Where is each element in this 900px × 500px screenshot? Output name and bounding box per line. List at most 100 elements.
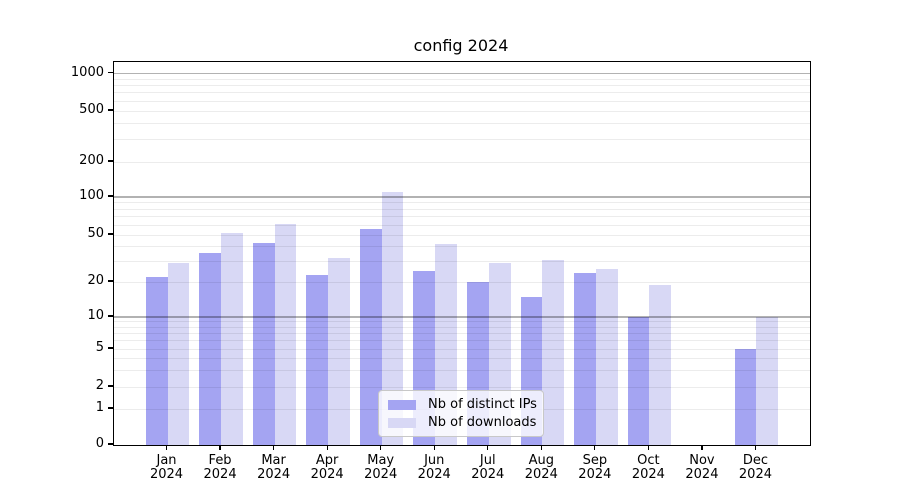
bar-nb-of-distinct-ips-may-2024 <box>359 228 382 445</box>
legend-label-distinct-ips: Nb of distinct IPs <box>428 397 537 412</box>
gridline-minor-8 <box>114 326 810 328</box>
gridline-minor-4 <box>114 357 810 359</box>
x-tick-mark-feb-2024 <box>219 445 221 450</box>
gridline-minor-300 <box>114 138 810 140</box>
gridline-major-100 <box>114 196 810 198</box>
gridline-minor-3 <box>114 369 810 371</box>
x-tick-mark-jul-2024 <box>487 445 489 450</box>
x-tick-mark-dec-2024 <box>754 445 757 450</box>
bar-nb-of-distinct-ips-jan-2024 <box>145 277 168 445</box>
gridline-minor-800 <box>114 85 810 87</box>
gridline-minor-700 <box>114 92 810 94</box>
x-tick-label-jun-2024: Jun 2024 <box>417 453 451 482</box>
x-tick-mark-may-2024 <box>380 445 382 450</box>
y-tick-mark-20 <box>108 280 113 282</box>
plot-area <box>113 61 811 446</box>
x-tick-label-oct-2024: Oct 2024 <box>631 453 665 482</box>
y-tick-label-50: 50 <box>87 226 104 241</box>
x-tick-mark-apr-2024 <box>326 445 328 450</box>
gridline-minor-5 <box>114 348 810 350</box>
bar-nb-of-downloads-may-2024 <box>381 192 404 445</box>
gridline-minor-900 <box>114 78 810 80</box>
y-tick-label-5: 5 <box>95 340 104 355</box>
y-tick-mark-200 <box>108 160 113 162</box>
x-tick-label-nov-2024: Nov 2024 <box>685 453 719 482</box>
bar-nb-of-downloads-oct-2024 <box>649 284 672 445</box>
bar-nb-of-distinct-ips-dec-2024 <box>734 349 757 445</box>
y-tick-mark-100 <box>108 195 113 197</box>
gridline-major-10 <box>114 316 810 318</box>
x-tick-mark-oct-2024 <box>647 445 649 450</box>
y-tick-mark-2 <box>108 385 113 387</box>
chart-title: config 2024 <box>413 36 509 55</box>
gridline-minor-7 <box>114 332 810 334</box>
x-tick-mark-aug-2024 <box>540 445 542 450</box>
gridline-minor-400 <box>114 122 810 124</box>
y-tick-mark-1000 <box>108 71 113 74</box>
gridline-minor-600 <box>114 100 810 102</box>
gridline-minor-30 <box>114 260 810 262</box>
gridline-major-1000 <box>114 72 810 75</box>
bar-nb-of-downloads-apr-2024 <box>328 257 350 445</box>
y-tick-mark-50 <box>108 233 113 235</box>
legend-swatch-distinct-ips <box>388 399 416 410</box>
gridline-minor-200 <box>114 161 810 163</box>
bar-nb-of-distinct-ips-sep-2024 <box>574 272 596 445</box>
x-tick-label-sep-2024: Sep 2024 <box>578 453 612 482</box>
bar-nb-of-downloads-mar-2024 <box>274 224 297 445</box>
x-tick-label-apr-2024: Apr 2024 <box>310 453 344 482</box>
x-tick-label-dec-2024: Dec 2024 <box>738 453 772 482</box>
bar-nb-of-downloads-jan-2024 <box>167 262 190 445</box>
bar-nb-of-distinct-ips-oct-2024 <box>627 317 650 445</box>
y-tick-mark-500 <box>108 109 113 111</box>
bar-nb-of-downloads-feb-2024 <box>221 232 243 445</box>
y-tick-label-1000: 1000 <box>70 64 104 80</box>
x-tick-mark-jan-2024 <box>165 445 168 450</box>
gridline-minor-50 <box>114 234 810 236</box>
x-tick-label-aug-2024: Aug 2024 <box>524 453 558 482</box>
gridline-minor-6 <box>114 340 810 342</box>
y-tick-label-100: 100 <box>79 188 104 203</box>
legend-item-downloads: Nb of downloads <box>388 415 537 430</box>
y-tick-label-20: 20 <box>87 273 104 288</box>
y-tick-mark-1 <box>108 407 113 409</box>
bar-nb-of-distinct-ips-apr-2024 <box>306 274 329 445</box>
x-tick-label-jan-2024: Jan 2024 <box>149 453 184 482</box>
y-tick-label-200: 200 <box>79 153 104 168</box>
x-tick-mark-jun-2024 <box>433 445 435 450</box>
legend: Nb of distinct IPs Nb of downloads <box>378 390 544 437</box>
gridline-minor-2 <box>114 386 810 388</box>
y-tick-mark-5 <box>108 347 113 349</box>
legend-label-downloads: Nb of downloads <box>428 415 537 430</box>
y-tick-label-1: 1 <box>95 400 104 415</box>
bar-nb-of-downloads-aug-2024 <box>542 259 565 445</box>
y-tick-label-500: 500 <box>79 102 104 117</box>
x-tick-label-may-2024: May 2024 <box>364 453 398 482</box>
gridline-minor-9 <box>114 321 810 323</box>
gridline-minor-90 <box>114 202 810 204</box>
gridline-minor-70 <box>114 216 810 218</box>
x-tick-mark-nov-2024 <box>701 445 703 450</box>
x-tick-label-jul-2024: Jul 2024 <box>471 453 505 482</box>
bar-nb-of-downloads-dec-2024 <box>756 317 779 445</box>
y-tick-label-0: 0 <box>95 436 104 451</box>
legend-swatch-downloads <box>388 417 416 428</box>
y-tick-label-2: 2 <box>95 378 104 393</box>
y-tick-mark-0 <box>108 443 113 445</box>
y-tick-mark-10 <box>108 315 113 317</box>
y-tick-label-10: 10 <box>87 308 104 323</box>
gridline-minor-80 <box>114 208 810 210</box>
gridline-minor-40 <box>114 245 810 247</box>
bar-nb-of-distinct-ips-feb-2024 <box>199 253 222 445</box>
bar-nb-of-downloads-sep-2024 <box>595 268 618 445</box>
bar-nb-of-distinct-ips-mar-2024 <box>252 242 275 445</box>
x-tick-mark-sep-2024 <box>594 445 596 450</box>
gridline-minor-500 <box>114 110 810 112</box>
gridline-minor-20 <box>114 281 810 283</box>
x-tick-label-mar-2024: Mar 2024 <box>257 453 291 482</box>
x-tick-mark-mar-2024 <box>273 445 275 450</box>
gridline-minor-60 <box>114 224 810 226</box>
x-tick-label-feb-2024: Feb 2024 <box>203 453 237 482</box>
legend-item-distinct-ips: Nb of distinct IPs <box>388 397 537 412</box>
